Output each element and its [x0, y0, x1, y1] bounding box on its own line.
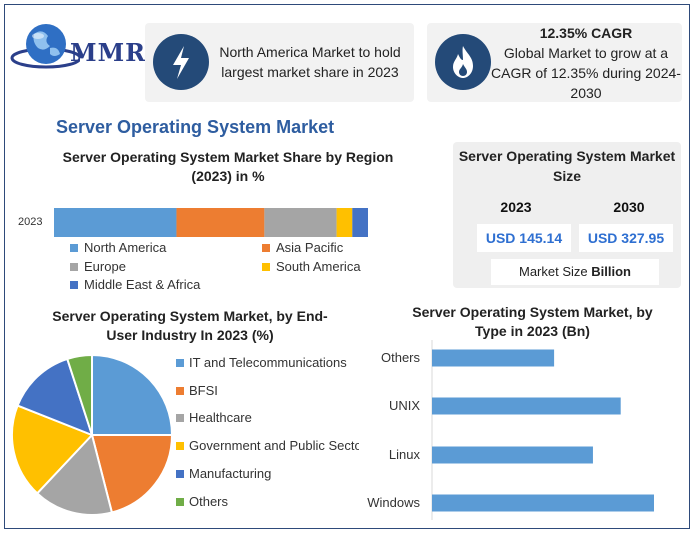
legend-swatch [176, 414, 184, 423]
region-chart-title: Server Operating System Market Share by … [62, 149, 394, 184]
region-category-label: 2023 [18, 216, 42, 228]
region-bar-europe [264, 208, 337, 237]
type-label-windows: Windows [367, 495, 420, 510]
value-2023: USD 145.14 [477, 224, 571, 252]
end-user-pie-chart [11, 353, 174, 516]
region-bar-asia-pacific [176, 208, 265, 237]
type-bar-chart: Others UNIX Linux Windows [367, 340, 654, 520]
card-text: Global Market to grow at a CAGR of 12.35… [491, 45, 681, 101]
lightning-icon [153, 34, 209, 90]
pie-slice-healthcare [35, 432, 114, 516]
region-stacked-bar-chart: 2023 [18, 208, 368, 237]
legend-label: Asia Pacific [276, 240, 344, 255]
mmr-logo: MMR [10, 18, 145, 78]
pie-slice-it-and-telecommunications [91, 353, 174, 436]
pie-slice-bfsi [90, 434, 174, 514]
pie-slice-others [66, 353, 93, 436]
market-size-panel: Server Operating System Market Size 2023… [453, 142, 681, 288]
legend-swatch [262, 263, 270, 271]
globe-icon [10, 24, 82, 69]
legend-swatch [176, 359, 184, 367]
pie-chart-title: Server Operating System Market, by End-U… [52, 308, 328, 343]
card-text: North America Market to hold largest mar… [219, 44, 401, 80]
legend-swatch [70, 281, 78, 289]
pie-legend-item-bfsi: BFSI [176, 383, 359, 398]
legend-label: Healthcare [189, 410, 252, 426]
type-bar-linux [432, 446, 593, 464]
logo-text: MMR [70, 38, 147, 67]
type-label-others: Others [381, 350, 421, 365]
value-2030: USD 327.95 [579, 224, 673, 252]
legend-swatch [176, 469, 184, 478]
pie-legend-item-government-and-public-sector: Government and Public Sector [176, 438, 359, 453]
legend-swatch [176, 442, 184, 451]
legend-label: Government and Public Sector [189, 438, 359, 454]
market-size-title: Server Operating System Market Size [458, 148, 676, 184]
legend-label: Others [189, 493, 229, 509]
legend-label: IT and Telecommunications [189, 355, 347, 370]
region-bar-south-america [336, 208, 353, 237]
legend-item-south-america: South America [262, 259, 361, 274]
legend-label: Manufacturing [189, 465, 272, 481]
pie-legend-item-healthcare: Healthcare [176, 410, 359, 425]
cagr-headline: 12.35% CAGR [539, 25, 633, 41]
legend-swatch [176, 386, 184, 395]
flame-icon [435, 34, 491, 90]
info-card-north-america: North America Market to hold largest mar… [145, 23, 414, 102]
pie-legend-item-others: Others [176, 494, 359, 509]
legend-swatch [70, 263, 78, 271]
year-2030-label: 2030 [613, 199, 645, 215]
legend-item-europe: Europe [70, 259, 126, 274]
legend-swatch [176, 497, 184, 506]
legend-item-asia-pacific: Asia Pacific [262, 240, 343, 255]
type-bar-others [432, 349, 555, 367]
legend-label: North America [84, 240, 167, 255]
year-2023-label: 2023 [500, 199, 532, 215]
legend-label: Europe [84, 259, 126, 274]
main-title: Server Operating System Market [56, 117, 335, 137]
pie-legend-item-manufacturing: Manufacturing [176, 466, 359, 481]
type-label-linux: Linux [389, 447, 421, 462]
legend-label: South America [276, 259, 361, 274]
legend-swatch [70, 244, 78, 252]
type-label-unix: UNIX [389, 398, 420, 413]
region-bar-north-america [54, 208, 177, 237]
unit-prefix: Market Size [519, 264, 588, 279]
legend-label: Middle East & Africa [84, 277, 201, 292]
info-card-cagr: 12.35% CAGR Global Market to grow at a C… [427, 23, 682, 102]
unit-bold: Billion [591, 264, 631, 279]
legend-item-north-america: North America [70, 240, 166, 255]
type-bar-windows [432, 494, 654, 512]
legend-swatch [262, 244, 270, 252]
market-size-unit: Market Size Billion [491, 259, 659, 285]
pie-legend-item-it-and-telecommunications: IT and Telecommunications [176, 355, 359, 370]
legend-label: BFSI [189, 382, 218, 398]
type-chart-title: Server Operating System Market, by Type … [412, 304, 653, 339]
legend-item-middle-east-africa: Middle East & Africa [70, 277, 200, 292]
type-bar-unix [432, 397, 621, 415]
region-bar-middle-east-africa [352, 208, 368, 237]
